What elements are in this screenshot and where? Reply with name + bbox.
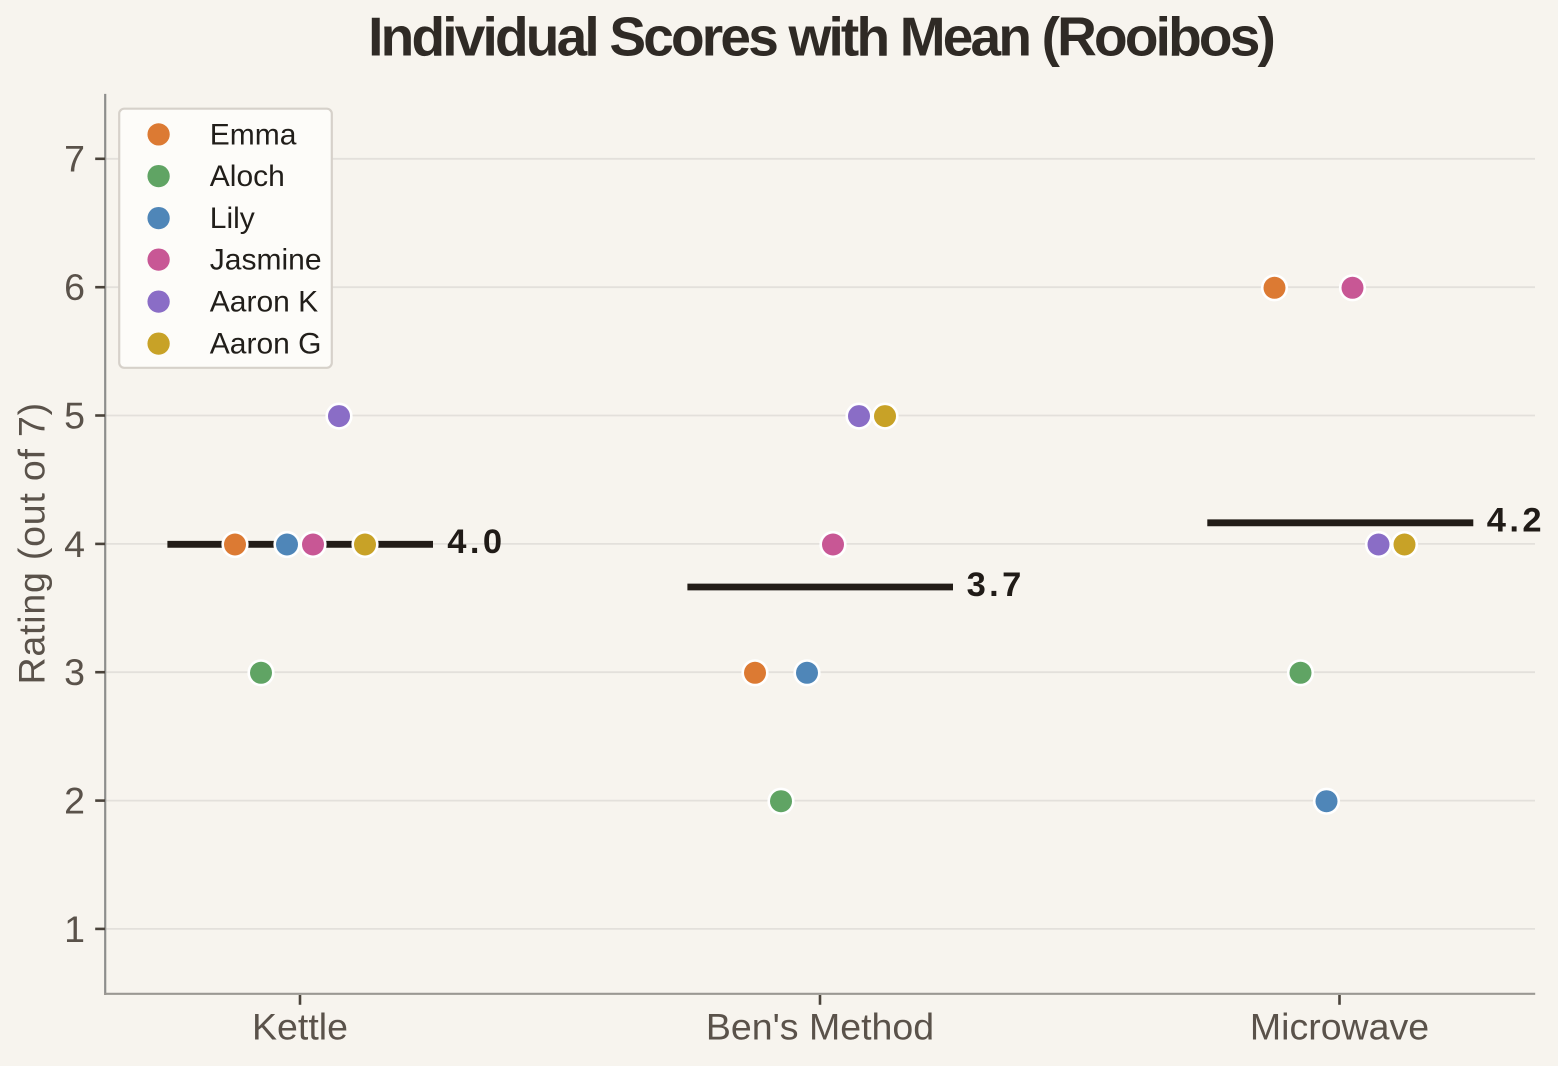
svg-text:4.0: 4.0	[447, 523, 505, 561]
svg-text:2: 2	[64, 780, 85, 822]
svg-text:Rating (out of 7): Rating (out of 7)	[11, 402, 53, 685]
svg-text:Microwave: Microwave	[1250, 1005, 1429, 1047]
svg-text:1: 1	[64, 908, 85, 950]
svg-text:Jasmine: Jasmine	[210, 244, 322, 277]
svg-text:4.2: 4.2	[1487, 502, 1545, 540]
svg-text:6: 6	[64, 266, 85, 308]
svg-text:Lily: Lily	[210, 202, 255, 235]
svg-text:Aloch: Aloch	[210, 160, 285, 193]
svg-text:7: 7	[64, 138, 85, 180]
svg-text:Aaron K: Aaron K	[210, 286, 318, 319]
svg-text:Emma: Emma	[210, 119, 297, 152]
svg-text:Aaron G: Aaron G	[210, 328, 322, 361]
svg-text:4: 4	[64, 523, 85, 565]
svg-text:Individual Scores with Mean (R: Individual Scores with Mean (Rooibos)	[368, 6, 1273, 68]
svg-text:Kettle: Kettle	[252, 1005, 348, 1047]
svg-text:5: 5	[64, 394, 85, 436]
svg-text:3: 3	[64, 651, 85, 693]
svg-text:Ben's Method: Ben's Method	[706, 1005, 934, 1047]
svg-text:3.7: 3.7	[967, 566, 1025, 604]
